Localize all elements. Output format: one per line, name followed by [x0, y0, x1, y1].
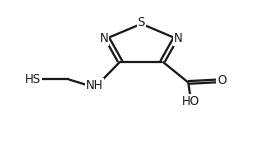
- Text: NH: NH: [86, 79, 103, 92]
- Text: S: S: [138, 16, 145, 29]
- Text: N: N: [174, 32, 183, 45]
- Text: HO: HO: [182, 95, 200, 108]
- Text: O: O: [217, 74, 226, 87]
- Text: HS: HS: [25, 73, 41, 86]
- Text: N: N: [100, 32, 108, 45]
